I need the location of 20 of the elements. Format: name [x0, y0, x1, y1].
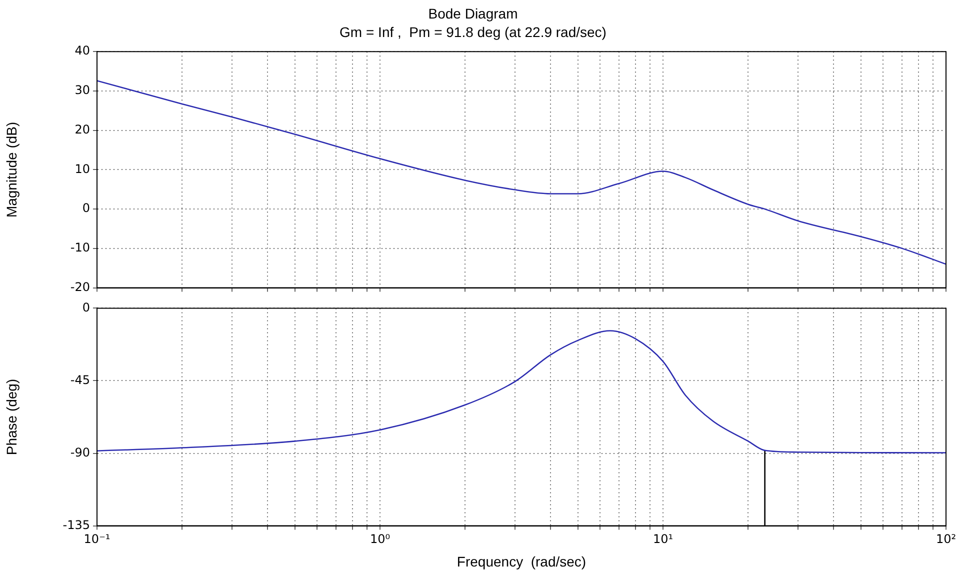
y-tick-label: 30 [74, 83, 90, 98]
y-tick-label: -20 [70, 280, 90, 294]
y-tick-label: -90 [70, 445, 90, 460]
y-tick-label: -135 [62, 518, 90, 532]
x-tick-label: 10² [936, 532, 956, 546]
y-tick-label: -10 [70, 240, 90, 255]
y-axis-title: Phase (deg) [3, 378, 20, 456]
y-tick-label: 20 [74, 122, 90, 136]
y-tick-label: -45 [70, 372, 90, 387]
x-axis-title: Frequency (rad/sec) [456, 553, 586, 570]
chart-subtitle: Gm = Inf , Pm = 91.8 deg (at 22.9 rad/sec) [340, 24, 606, 40]
y-tick-label: 10 [74, 162, 90, 176]
y-tick-label: 0 [82, 300, 90, 314]
x-tick-label: 10⁻¹ [84, 532, 110, 546]
y-tick-label: 40 [74, 44, 90, 58]
chart-title: Bode Diagram [428, 5, 518, 22]
x-tick-label: 10⁰ [370, 532, 390, 546]
y-tick-label: 0 [82, 201, 90, 216]
y-axis-title: Magnitude (dB) [3, 122, 20, 218]
x-tick-label: 10¹ [652, 532, 674, 546]
